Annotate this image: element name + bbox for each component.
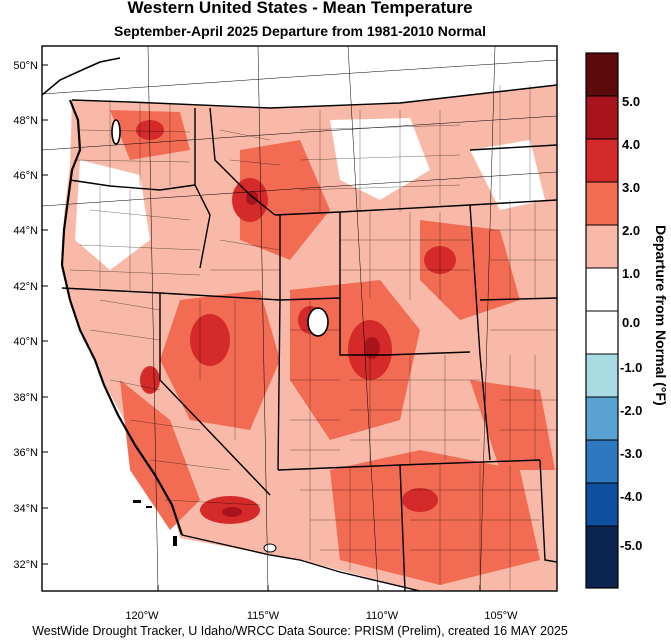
lat-label-48: 48°N xyxy=(13,115,38,127)
colorbar-label: 4.0 xyxy=(622,137,640,152)
lon-label-120: 120°W xyxy=(125,610,159,622)
lon-label-115: 115°W xyxy=(247,610,280,622)
colorbar-bin xyxy=(586,311,618,354)
colorbar-bin xyxy=(586,139,618,182)
colorbar-bin xyxy=(586,225,618,268)
colorbar-label: -3.0 xyxy=(620,446,642,461)
latitude-axis: 50°N 48°N 46°N 44°N 42°N 40°N 38°N 36°N … xyxy=(13,60,48,571)
lat-label-38: 38°N xyxy=(13,392,38,404)
colorbar-bin xyxy=(586,182,618,225)
source-credit: WestWide Drought Tracker, U Idaho/WRCC D… xyxy=(32,624,568,638)
colorbar-bin xyxy=(586,440,618,483)
colorbar-bin xyxy=(586,96,618,139)
map-title: Western United States - Mean Temperature xyxy=(127,0,473,17)
lon-label-105: 105°W xyxy=(484,610,518,622)
colorbar-bin xyxy=(586,268,618,311)
colorbar-label: -4.0 xyxy=(620,489,642,504)
colorbar-label: 2.0 xyxy=(622,223,640,238)
colorbar-label: 5.0 xyxy=(622,94,640,109)
lat-label-32: 32°N xyxy=(13,559,38,571)
colorbar-label: 0.0 xyxy=(622,315,640,330)
lat-label-46: 46°N xyxy=(13,170,38,182)
state-boundaries xyxy=(61,84,557,591)
lat-label-36: 36°N xyxy=(13,447,38,459)
colorbar-bin xyxy=(586,53,618,96)
colorbar-bin xyxy=(586,354,618,397)
lat-label-40: 40°N xyxy=(13,336,38,348)
channel-islands xyxy=(133,500,177,546)
lat-label-34: 34°N xyxy=(13,503,38,515)
colorbar-frame xyxy=(585,52,619,589)
colorbar-bin xyxy=(586,526,618,588)
colorbar-label: 3.0 xyxy=(622,180,640,195)
map-frame xyxy=(41,45,558,592)
colorbar-bin xyxy=(586,483,618,526)
map-area xyxy=(42,46,557,591)
longitude-axis: 120°W 115°W 110°W 105°W xyxy=(125,585,518,622)
colorbar-label: -5.0 xyxy=(620,538,642,553)
lat-label-42: 42°N xyxy=(13,281,38,293)
colorbar-title: Departure from Normal (°F) xyxy=(653,225,669,406)
map-subtitle: September-April 2025 Departure from 1981… xyxy=(114,23,486,39)
lon-label-110: 110°W xyxy=(366,610,399,622)
colorbar-label: -2.0 xyxy=(620,403,642,418)
colorbar-label: 1.0 xyxy=(622,266,640,281)
colorbar-bin xyxy=(586,397,618,440)
lat-label-44: 44°N xyxy=(13,225,38,237)
lat-label-50: 50°N xyxy=(13,60,38,72)
colorbar-label: -1.0 xyxy=(620,360,642,375)
county-lines xyxy=(69,85,557,591)
colorbar: 5.0 4.0 3.0 2.0 1.0 0.0 -1.0 -2.0 -3.0 -… xyxy=(585,52,669,589)
